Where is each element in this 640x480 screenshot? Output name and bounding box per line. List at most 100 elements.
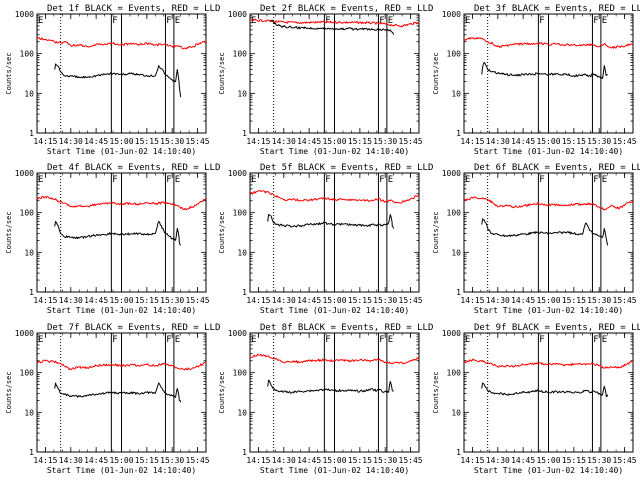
y-tick-label: 10	[237, 408, 247, 417]
flag-label: F	[379, 16, 384, 26]
y-tick-label: 10	[237, 89, 247, 98]
series-lld-line	[249, 353, 420, 365]
flag-label: F	[593, 16, 598, 26]
x-tick-label: 14:15	[246, 137, 270, 146]
x-tick-label: 15:30	[160, 296, 184, 305]
flag-label-left: E	[251, 335, 256, 345]
y-tick-label: 1000	[442, 10, 461, 19]
x-tick-label: 15:30	[373, 296, 397, 305]
flag-label: E	[602, 335, 607, 345]
y-tick-label: 1000	[228, 329, 247, 338]
x-tick-label: 15:45	[186, 296, 210, 305]
x-tick-label: 14:15	[33, 137, 57, 146]
panel-det-4: Det 4f BLACK = Events, RED = LLD 1 10 100 10…	[5, 163, 220, 315]
x-axis-label: Start Time (01-Jun-02 14:10:40)	[47, 306, 196, 315]
flag-label-left: E	[38, 335, 43, 345]
flag-label-left: E	[38, 16, 43, 26]
x-tick-label: 15:00	[536, 296, 560, 305]
flag-label-left: E	[251, 16, 256, 26]
x-tick-label: 14:30	[59, 137, 83, 146]
flag-label: F	[379, 175, 384, 185]
y-axis-label: Counts/sec	[218, 371, 226, 413]
x-tick-label: 15:15	[562, 137, 586, 146]
flag-label: F	[325, 175, 330, 185]
x-tick-label: 14:30	[59, 456, 83, 465]
y-tick-label: 100	[233, 209, 248, 218]
panel-title: Det 2f BLACK = Events, RED = LLD	[260, 4, 433, 14]
flag-label-left: E	[465, 16, 470, 26]
y-tick-label: 1	[29, 448, 34, 457]
series-lld-line	[250, 18, 420, 28]
panel-det-6: Det 6f BLACK = Events, RED = LLD 1 10 100 10…	[432, 163, 640, 315]
y-tick-label: 100	[447, 369, 462, 378]
y-tick-label: 1	[242, 288, 247, 297]
flag-label: E	[175, 16, 180, 26]
y-tick-label: 1	[242, 448, 247, 457]
series-lld-line	[36, 37, 207, 50]
x-tick-label: 15:30	[587, 137, 611, 146]
x-tick-label: 14:15	[460, 296, 484, 305]
panel-det-1: Det 1f BLACK = Events, RED = LLD 1 10 100 10…	[5, 4, 220, 156]
flag-label: F	[112, 335, 117, 345]
y-tick-label: 10	[24, 408, 34, 417]
flag-label: E	[602, 175, 607, 185]
x-tick-label: 15:15	[348, 137, 372, 146]
y-tick-label: 10	[237, 248, 247, 257]
x-tick-label: 15:15	[348, 456, 372, 465]
y-tick-label: 100	[447, 50, 462, 59]
x-tick-label: 14:30	[272, 137, 296, 146]
flag-label: E	[388, 16, 393, 26]
y-tick-label: 1	[29, 129, 34, 138]
x-tick-label: 15:00	[322, 296, 346, 305]
series-lld-line	[463, 358, 634, 369]
y-tick-label: 10	[451, 248, 461, 257]
y-tick-label: 1	[242, 129, 247, 138]
series-events-line	[270, 19, 395, 35]
y-tick-label: 10	[24, 248, 34, 257]
flag-label-left: E	[38, 175, 43, 185]
y-tick-label: 100	[233, 369, 248, 378]
x-tick-label: 14:30	[486, 137, 510, 146]
x-axis-label: Start Time (01-Jun-02 14:10:40)	[47, 466, 196, 475]
y-axis-label: Counts/sec	[432, 371, 440, 413]
x-tick-label: 15:30	[373, 137, 397, 146]
x-tick-label: 14:30	[272, 296, 296, 305]
x-tick-label: 15:45	[399, 137, 423, 146]
x-tick-label: 14:45	[297, 137, 321, 146]
x-tick-label: 15:15	[562, 296, 586, 305]
flag-label-left: E	[465, 335, 470, 345]
y-tick-label: 10	[451, 89, 461, 98]
y-tick-label: 1	[456, 448, 461, 457]
x-tick-label: 14:15	[33, 296, 57, 305]
panel-title: Det 1f BLACK = Events, RED = LLD	[47, 4, 220, 14]
flag-label-left: E	[465, 175, 470, 185]
x-tick-label: 14:45	[84, 137, 108, 146]
y-tick-label: 100	[233, 50, 248, 59]
x-tick-label: 15:45	[186, 456, 210, 465]
x-tick-label: 14:15	[460, 137, 484, 146]
x-axis-label: Start Time (01-Jun-02 14:10:40)	[474, 306, 623, 315]
y-tick-label: 1000	[228, 169, 247, 178]
y-axis-label: Counts/sec	[5, 371, 13, 413]
series-events-line	[481, 62, 608, 79]
panel-title: Det 4f BLACK = Events, RED = LLD	[47, 163, 220, 173]
y-axis-label: Counts/sec	[218, 211, 226, 253]
x-tick-label: 15:30	[160, 456, 184, 465]
flag-label: F	[379, 335, 384, 345]
x-tick-label: 14:45	[511, 296, 535, 305]
series-events-line	[481, 382, 609, 397]
y-tick-label: 10	[24, 89, 34, 98]
x-tick-label: 15:00	[109, 456, 133, 465]
series-lld-line	[36, 359, 206, 371]
panel-det-8: Det 8f BLACK = Events, RED = LLD 1 10 100 10…	[218, 323, 433, 475]
panel-title: Det 8f BLACK = Events, RED = LLD	[260, 323, 433, 333]
x-tick-label: 14:15	[246, 456, 270, 465]
x-tick-label: 14:45	[297, 456, 321, 465]
x-tick-label: 15:45	[613, 456, 637, 465]
x-axis-label: Start Time (01-Jun-02 14:10:40)	[260, 466, 409, 475]
y-tick-label: 1	[29, 288, 34, 297]
flag-label: F	[166, 175, 171, 185]
x-axis-label: Start Time (01-Jun-02 14:10:40)	[474, 466, 623, 475]
y-tick-label: 1000	[15, 10, 34, 19]
y-tick-label: 1000	[228, 10, 247, 19]
